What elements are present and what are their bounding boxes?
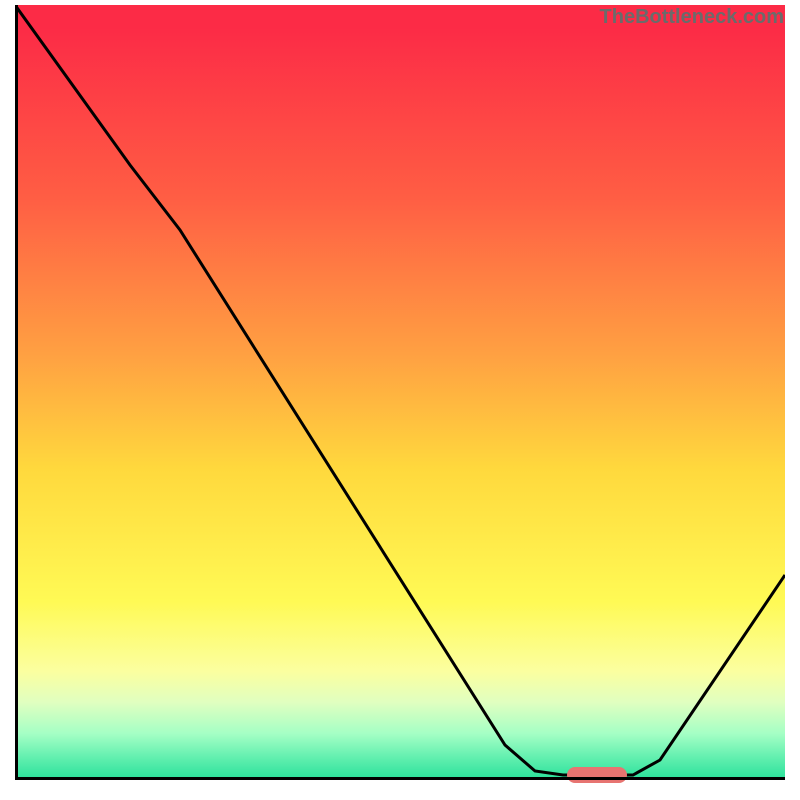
bottleneck-curve: [15, 5, 785, 780]
watermark-text: TheBottleneck.com: [600, 6, 784, 29]
x-axis: [15, 777, 785, 780]
optimal-marker: [567, 767, 627, 783]
y-axis: [15, 5, 18, 780]
